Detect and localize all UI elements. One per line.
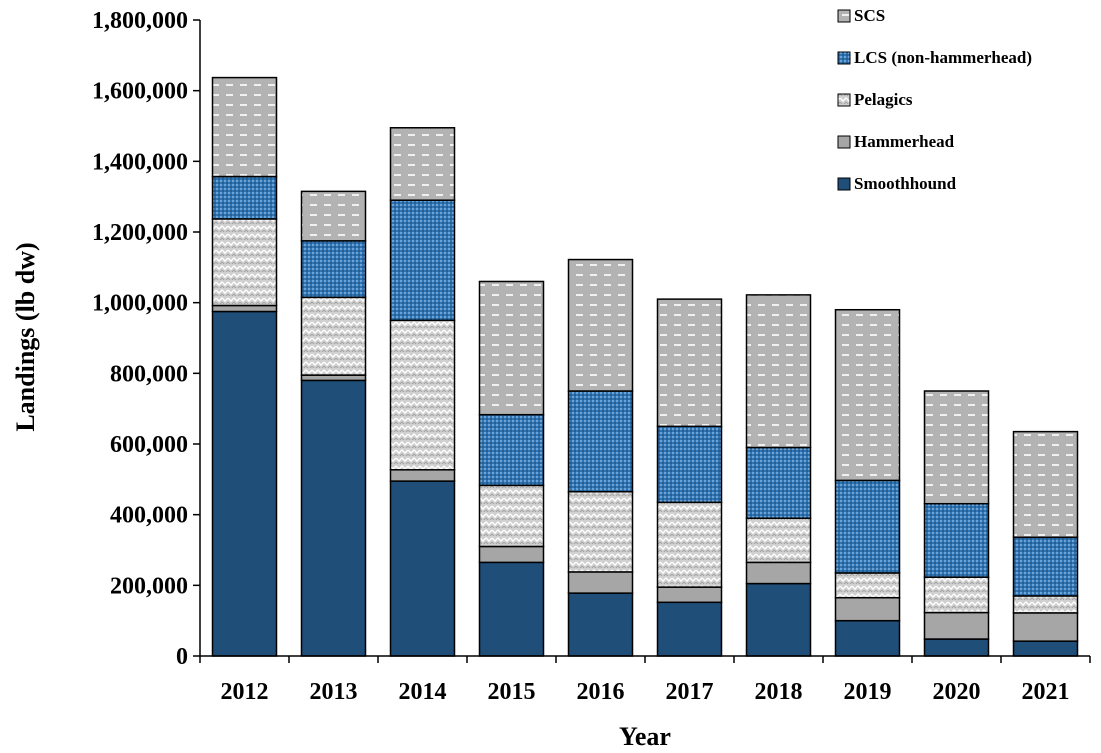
legend-label-smoothhound: Smoothhound <box>854 174 957 193</box>
y-tick-label: 1,200,000 <box>92 220 188 246</box>
bar-segment-2014-pelagics <box>389 319 456 471</box>
legend-label-scs: SCS <box>854 6 885 25</box>
bar-segment-2012-lcs-non-hammerhead <box>211 175 278 220</box>
bar-segment-2015-hammerhead <box>478 545 545 564</box>
x-axis-title: Year <box>619 722 671 751</box>
bar-segment-2014-hammerhead <box>389 469 456 482</box>
x-tick-label: 2019 <box>844 679 892 705</box>
bar-segment-2016-pelagics <box>567 490 634 573</box>
x-tick-label: 2016 <box>577 679 625 705</box>
y-tick-label: 1,000,000 <box>92 291 188 317</box>
bar-segment-2012-hammerhead <box>211 304 278 313</box>
bar-segment-2020-smoothhound <box>923 638 990 657</box>
bar-segment-2020-hammerhead <box>923 611 990 640</box>
legend-swatch-scs <box>837 9 851 23</box>
x-tick-label: 2021 <box>1022 679 1070 705</box>
bar-segment-2013-scs <box>300 190 367 242</box>
bar-segment-2013-pelagics <box>300 296 367 376</box>
bar-segment-2015-smoothhound <box>478 561 545 657</box>
bar-segment-2014-smoothhound <box>389 480 456 657</box>
x-tick-label: 2015 <box>488 679 536 705</box>
x-tick-label: 2012 <box>221 679 269 705</box>
bars-layer <box>211 76 1079 657</box>
legend-swatch-hammerhead <box>837 135 851 149</box>
x-tick-label: 2020 <box>933 679 981 705</box>
bar-segment-2018-hammerhead <box>745 561 812 585</box>
bar-segment-2021-scs <box>1012 430 1079 539</box>
bar-segment-2017-scs <box>656 298 723 428</box>
y-tick-label: 1,800,000 <box>92 8 188 34</box>
bar-segment-2017-lcs-non-hammerhead <box>656 425 723 504</box>
bar-segment-2014-lcs-non-hammerhead <box>389 199 456 322</box>
legend-swatch-pelagics <box>837 93 851 107</box>
y-tick-label: 0 <box>176 644 188 670</box>
y-tick-label: 400,000 <box>110 503 188 529</box>
legend-label-pelagics: Pelagics <box>854 90 913 109</box>
legend-swatch-lcs-non-hammerhead <box>837 51 851 65</box>
y-tick-label: 800,000 <box>110 361 188 387</box>
bar-segment-2012-smoothhound <box>211 310 278 657</box>
bar-segment-2021-smoothhound <box>1012 640 1079 657</box>
bar-segment-2013-hammerhead <box>300 374 367 382</box>
bar-segment-2016-smoothhound <box>567 592 634 657</box>
bar-segment-2013-lcs-non-hammerhead <box>300 240 367 299</box>
bar-segment-2017-pelagics <box>656 501 723 588</box>
bar-segment-2017-hammerhead <box>656 586 723 604</box>
bar-segment-2016-scs <box>567 258 634 392</box>
bar-segment-2017-smoothhound <box>656 601 723 657</box>
y-tick-label: 600,000 <box>110 432 188 458</box>
bar-segment-2020-pelagics <box>923 576 990 614</box>
x-tick-label: 2018 <box>755 679 803 705</box>
bar-segment-2018-pelagics <box>745 517 812 564</box>
axes-layer: 0 200,000 400,000 600,000 800,000 1,000,000 1,… <box>92 8 1091 705</box>
bar-segment-2013-smoothhound <box>300 379 367 657</box>
legend-label-lcs-non-hammerhead: LCS (non-hammerhead) <box>854 48 1032 67</box>
legend-label-hammerhead: Hammerhead <box>854 132 955 151</box>
bar-segment-2018-smoothhound <box>745 582 812 657</box>
x-tick-label: 2014 <box>399 679 447 705</box>
bar-segment-2020-scs <box>923 390 990 505</box>
bar-segment-2019-hammerhead <box>834 596 901 622</box>
bar-segment-2019-scs <box>834 308 901 482</box>
x-tick-label: 2017 <box>666 679 714 705</box>
bar-segment-2020-lcs-non-hammerhead <box>923 502 990 578</box>
legend: SCS LCS (non-hammerhead) Pelagics Hammerhea… <box>837 6 1032 193</box>
bar-segment-2016-lcs-non-hammerhead <box>567 390 634 493</box>
bar-segment-2021-lcs-non-hammerhead <box>1012 536 1079 597</box>
bar-segment-2021-hammerhead <box>1012 612 1079 642</box>
y-tick-label: 1,400,000 <box>92 149 188 175</box>
bar-segment-2016-hammerhead <box>567 571 634 594</box>
y-axis-title: Landings (lb dw) <box>11 242 40 431</box>
bar-segment-2015-scs <box>478 280 545 416</box>
bar-segment-2015-lcs-non-hammerhead <box>478 413 545 487</box>
bar-segment-2018-scs <box>745 294 812 449</box>
legend-swatch-smoothhound <box>837 177 851 191</box>
bar-segment-2012-pelagics <box>211 218 278 307</box>
bar-segment-2014-scs <box>389 127 456 201</box>
bar-segment-2015-pelagics <box>478 484 545 548</box>
bar-segment-2021-pelagics <box>1012 595 1079 614</box>
bar-segment-2019-lcs-non-hammerhead <box>834 479 901 574</box>
bar-segment-2019-pelagics <box>834 572 901 599</box>
bar-segment-2012-scs <box>211 76 278 178</box>
y-tick-label: 1,600,000 <box>92 79 188 105</box>
y-tick-label: 200,000 <box>110 573 188 599</box>
bar-segment-2019-smoothhound <box>834 619 901 657</box>
x-tick-label: 2013 <box>310 679 358 705</box>
bar-segment-2018-lcs-non-hammerhead <box>745 446 812 519</box>
